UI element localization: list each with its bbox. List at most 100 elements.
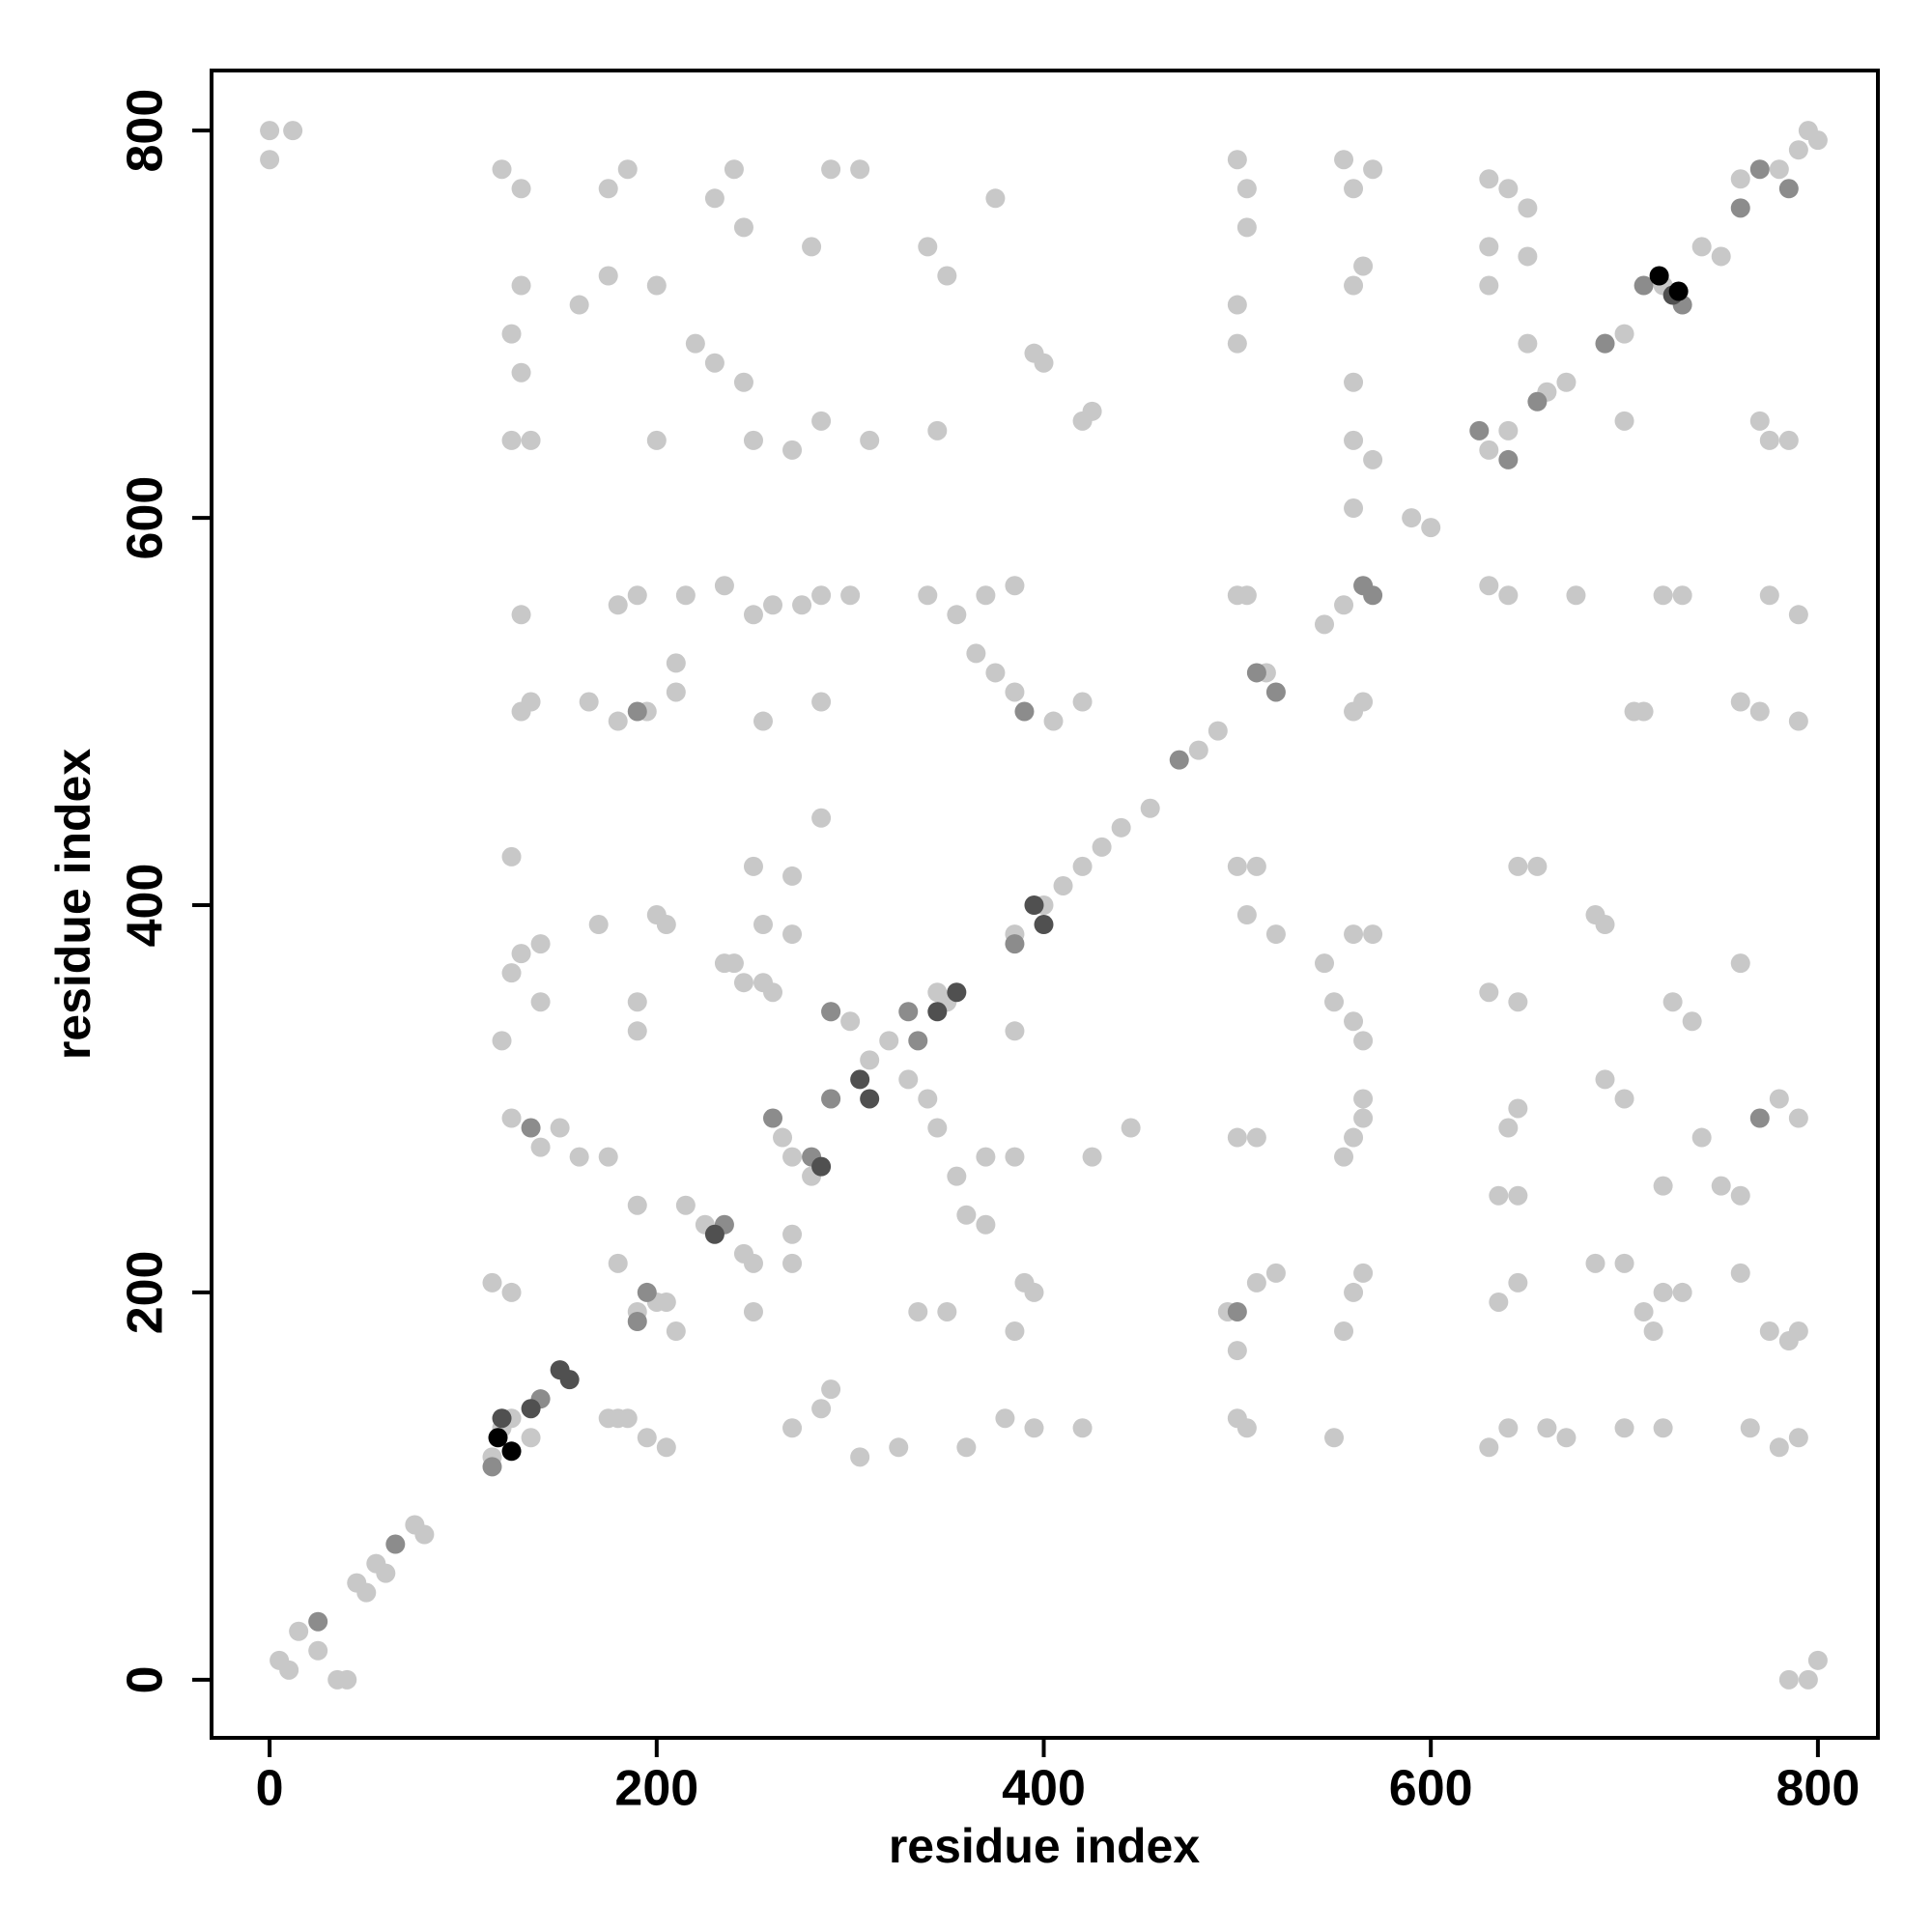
contact-point [1024,1282,1044,1302]
contact-point [511,362,531,383]
contact-point [1265,1263,1286,1283]
contact-point [675,1195,696,1215]
contact-point [521,1118,541,1138]
contact-point [1324,1428,1345,1448]
contact-point [1614,1418,1634,1438]
contact-point [1072,856,1093,876]
contact-point [627,1312,647,1332]
contact-point [521,692,541,712]
contact-point [1188,740,1208,760]
contact-point [811,1156,832,1177]
contact-point [260,150,280,170]
contact-point [792,595,812,615]
contact-point [569,1147,589,1167]
contact-point [385,1534,406,1554]
contact-point [1236,905,1257,925]
contact-point [666,653,686,673]
contact-point [1653,1176,1673,1196]
contact-point [1353,256,1374,276]
contact-point [976,1147,996,1167]
contact-point [608,1253,628,1273]
contact-point [598,1147,618,1167]
contact-point [811,411,832,431]
contact-point [1315,953,1335,974]
contact-point [530,934,551,954]
contact-point [927,982,948,1003]
x-tick-label: 0 [256,1761,284,1817]
contact-point [1246,856,1266,876]
contact-point [598,266,618,286]
contact-point [1236,585,1257,606]
contact-point [850,1447,870,1467]
contact-point [782,1224,803,1244]
contact-point [1024,1418,1044,1438]
contact-point [1479,169,1499,189]
contact-point [947,982,967,1003]
contact-point [704,353,724,373]
contact-point [1682,1011,1702,1032]
contact-point [1769,1089,1789,1109]
contact-point [1072,1418,1093,1438]
contact-point [714,953,734,974]
contact-point [782,924,803,945]
contact-point [1005,1021,1025,1041]
contact-point [937,266,957,286]
contact-point [501,1282,522,1302]
contact-point [1344,1127,1364,1148]
contact-point [860,430,880,450]
contact-point [733,217,753,238]
x-axis-label: residue index [889,1819,1201,1873]
contact-point [501,1441,522,1462]
contact-point [666,1321,686,1342]
contact-point [598,179,618,199]
contact-point [1614,324,1634,344]
contact-point [1344,498,1364,519]
contact-point [1498,1418,1519,1438]
contact-point [1227,1301,1247,1321]
contact-point [821,1379,841,1400]
contact-point [1024,895,1044,916]
contact-point [1730,169,1750,189]
contact-point [1140,798,1160,818]
contact-point [1236,1418,1257,1438]
contact-point [627,701,647,722]
contact-point [821,159,841,180]
contact-point [1788,1428,1808,1448]
contact-point [501,846,522,867]
contact-point [1778,430,1799,450]
contact-point [1508,856,1528,876]
contact-point [1778,179,1799,199]
contact-point [860,1089,880,1109]
contact-point [753,711,773,731]
contact-point [1788,1108,1808,1128]
contact-point [743,1301,763,1321]
contact-point [782,866,803,886]
contact-point [1344,430,1364,450]
contact-point [501,430,522,450]
y-tick-label: 200 [118,1251,174,1335]
contact-point [1508,992,1528,1012]
contact-point [1005,934,1025,954]
contact-point [1344,924,1364,945]
contact-point [773,1127,793,1148]
contact-point [1111,817,1131,838]
contact-point [927,1118,948,1138]
contact-point [414,1524,435,1545]
contact-point [1092,837,1112,857]
contact-point [1556,372,1577,392]
contact-point [947,605,967,625]
contact-point [1798,121,1818,141]
contact-point [289,1621,309,1641]
contact-point [918,1089,938,1109]
x-tick-label: 800 [1776,1761,1861,1817]
contact-point [753,915,773,935]
contact-point [976,1214,996,1235]
contact-point [1730,692,1750,712]
contact-point [966,643,986,664]
contact-point [1082,401,1102,421]
contact-point [1653,1282,1673,1302]
contact-point [1749,701,1770,722]
contact-point [879,1031,899,1051]
contact-point [579,692,599,712]
contact-point [530,1137,551,1157]
